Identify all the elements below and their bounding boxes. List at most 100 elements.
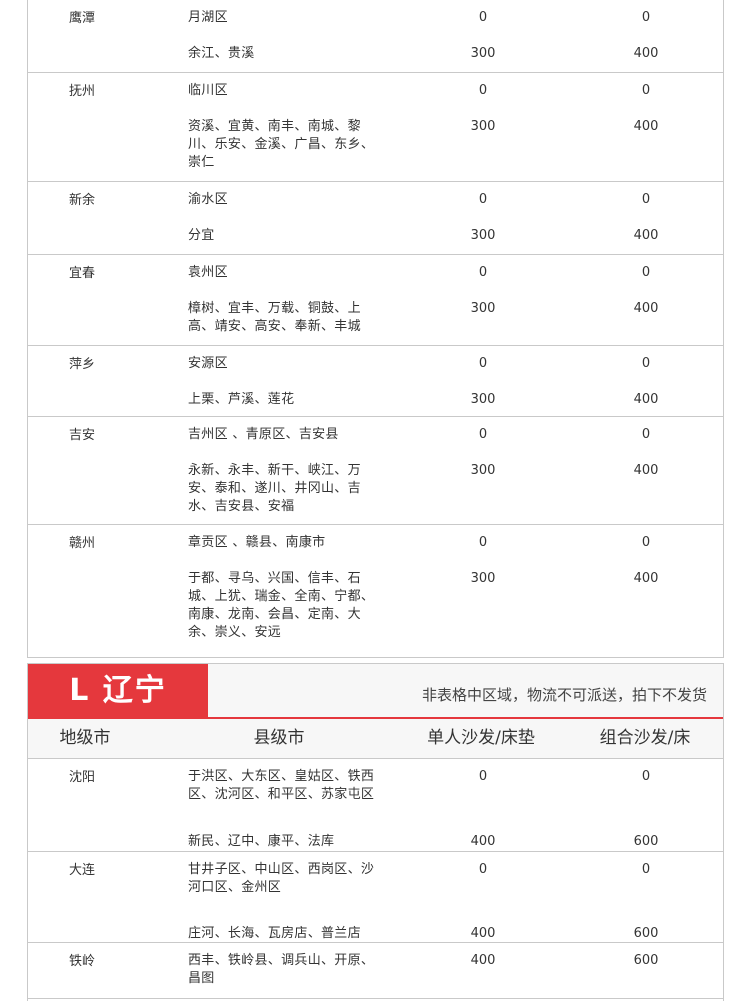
- county-list: 资溪、宜黄、南丰、南城、黎川、乐安、金溪、广昌、东乡、崇仁: [188, 119, 375, 170]
- combo-sofa-fee: 0: [641, 10, 651, 25]
- city-name: 铁岭: [69, 954, 96, 969]
- city-group: 铁岭 西丰、铁岭县、调兵山、开原、昌图 400 600: [28, 942, 723, 998]
- header-single-sofa: 单人沙发/床垫: [427, 728, 535, 748]
- single-sofa-fee: 400: [470, 953, 496, 968]
- city-group: 赣州 章贡区 、赣县、南康市 0 0 于都、寻乌、兴国、信丰、石城、上犹、瑞金、全南、宁…: [28, 524, 723, 657]
- combo-sofa-fee: 0: [641, 265, 651, 280]
- combo-sofa-fee: 0: [641, 862, 651, 877]
- city-name: 吉安: [69, 428, 96, 443]
- city-name: 沈阳: [69, 770, 96, 785]
- table-row: 渝水区 0 0: [28, 182, 723, 218]
- county-list: 庄河、长海、瓦房店、普兰店: [188, 926, 361, 941]
- county-list: 章贡区 、赣县、南康市: [188, 535, 326, 550]
- city-group: [28, 998, 723, 1008]
- city-group: 吉安 吉州区 、青原区、吉安县 0 0 永新、永丰、新干、峡江、万安、泰和、遂川、井冈山…: [28, 416, 723, 524]
- table-row: 吉州区 、青原区、吉安县 0 0: [28, 417, 723, 453]
- header-combo-sofa: 组合沙发/床: [599, 728, 691, 748]
- table-row: 西丰、铁岭县、调兵山、开原、昌图 400 600: [28, 943, 723, 998]
- city-group: 宜春 袁州区 0 0 樟树、宜丰、万载、铜鼓、上高、靖安、高安、奉新、丰城 300 400: [28, 254, 723, 345]
- table-row: 于都、寻乌、兴国、信丰、石城、上犹、瑞金、全南、宁都、南康、龙南、会昌、定南、大…: [28, 561, 723, 657]
- combo-sofa-fee: 0: [641, 535, 651, 550]
- city-group: 沈阳 于洪区、大东区、皇姑区、铁西区、沈河区、和平区、苏家屯区 0 0 新民、辽中、康平…: [28, 758, 723, 851]
- combo-sofa-fee: 600: [633, 834, 659, 849]
- table-row: 临川区 0 0: [28, 73, 723, 109]
- liaoning-shipping-table: L 辽宁 非表格中区域，物流不可派送，拍下不发货 地级市 县级市 单人沙发/床垫…: [27, 663, 724, 1001]
- county-list: 西丰、铁岭县、调兵山、开原、昌图: [188, 953, 375, 986]
- single-sofa-fee: 0: [478, 265, 488, 280]
- city-group: 萍乡 安源区 0 0 上栗、芦溪、莲花 300 400: [28, 345, 723, 416]
- header-prefecture: 地级市: [59, 728, 111, 748]
- combo-sofa-fee: 400: [633, 463, 659, 478]
- single-sofa-fee: 300: [470, 119, 496, 134]
- single-sofa-fee: 300: [470, 392, 496, 407]
- table-row: 袁州区 0 0: [28, 255, 723, 291]
- jiangxi-shipping-table: 鹰潭 月湖区 0 0 余江、贵溪 300 400 抚州 临川区 0 0 资溪、宜黄、南丰、南城、黎川、…: [27, 0, 724, 658]
- combo-sofa-fee: 0: [641, 356, 651, 371]
- city-group: 鹰潭 月湖区 0 0 余江、贵溪 300 400: [28, 0, 723, 72]
- combo-sofa-fee: 600: [633, 926, 659, 941]
- combo-sofa-fee: 400: [633, 46, 659, 61]
- table-row: 庄河、长海、瓦房店、普兰店 400 600: [28, 916, 723, 942]
- table-row: 安源区 0 0: [28, 346, 723, 382]
- table-row: 月湖区 0 0: [28, 0, 723, 36]
- delivery-note: 非表格中区域，物流不可派送，拍下不发货: [421, 686, 707, 704]
- county-list: 吉州区 、青原区、吉安县: [188, 427, 339, 442]
- single-sofa-fee: 300: [470, 463, 496, 478]
- county-list: 袁州区: [188, 265, 228, 280]
- county-list: 余江、贵溪: [188, 46, 255, 61]
- combo-sofa-fee: 400: [633, 119, 659, 134]
- county-list: 新民、辽中、康平、法库: [188, 834, 335, 849]
- table-row: 章贡区 、赣县、南康市 0 0: [28, 525, 723, 561]
- county-list: 月湖区: [188, 10, 228, 25]
- city-group: 抚州 临川区 0 0 资溪、宜黄、南丰、南城、黎川、乐安、金溪、广昌、东乡、崇仁 300 4…: [28, 72, 723, 181]
- single-sofa-fee: 0: [478, 356, 488, 371]
- table-row: 于洪区、大东区、皇姑区、铁西区、沈河区、和平区、苏家屯区 0 0: [28, 759, 723, 824]
- table-row: 上栗、芦溪、莲花 300 400: [28, 382, 723, 416]
- county-list: 于都、寻乌、兴国、信丰、石城、上犹、瑞金、全南、宁都、南康、龙南、会昌、定南、大…: [188, 571, 375, 640]
- table-row: 资溪、宜黄、南丰、南城、黎川、乐安、金溪、广昌、东乡、崇仁 300 400: [28, 109, 723, 181]
- single-sofa-fee: 0: [478, 192, 488, 207]
- county-list: 安源区: [188, 356, 228, 371]
- city-name: 抚州: [69, 84, 96, 99]
- table-row: 樟树、宜丰、万载、铜鼓、上高、靖安、高安、奉新、丰城 300 400: [28, 291, 723, 345]
- county-list: 渝水区: [188, 192, 228, 207]
- table-row: 新民、辽中、康平、法库 400 600: [28, 824, 723, 851]
- city-name: 鹰潭: [69, 11, 96, 26]
- combo-sofa-fee: 0: [641, 427, 651, 442]
- single-sofa-fee: 400: [470, 926, 496, 941]
- county-list: 甘井子区、中山区、西岗区、沙河口区、金州区: [188, 862, 375, 895]
- single-sofa-fee: 400: [470, 834, 496, 849]
- column-header-row: 地级市 县级市 单人沙发/床垫 组合沙发/床: [28, 719, 723, 758]
- county-list: 上栗、芦溪、莲花: [188, 392, 295, 407]
- county-list: 樟树、宜丰、万载、铜鼓、上高、靖安、高安、奉新、丰城: [188, 301, 361, 334]
- county-list: 分宜: [188, 228, 215, 243]
- city-name: 萍乡: [69, 357, 96, 372]
- county-list: 临川区: [188, 83, 228, 98]
- city-name: 新余: [69, 193, 96, 208]
- city-name: 宜春: [69, 266, 96, 281]
- table-row: 分宜 300 400: [28, 218, 723, 254]
- city-group: 大连 甘井子区、中山区、西岗区、沙河口区、金州区 0 0 庄河、长海、瓦房店、普兰店 40…: [28, 851, 723, 942]
- table-row: 余江、贵溪 300 400: [28, 36, 723, 72]
- table-row: 永新、永丰、新干、峡江、万安、泰和、遂川、井冈山、吉水、吉安县、安福 300 400: [28, 453, 723, 524]
- single-sofa-fee: 0: [478, 535, 488, 550]
- combo-sofa-fee: 600: [633, 953, 659, 968]
- single-sofa-fee: 300: [470, 301, 496, 316]
- single-sofa-fee: 0: [478, 769, 488, 784]
- combo-sofa-fee: 0: [641, 83, 651, 98]
- single-sofa-fee: 0: [478, 10, 488, 25]
- city-group: 新余 渝水区 0 0 分宜 300 400: [28, 181, 723, 254]
- combo-sofa-fee: 400: [633, 228, 659, 243]
- single-sofa-fee: 0: [478, 83, 488, 98]
- city-name: 赣州: [69, 536, 96, 551]
- single-sofa-fee: 300: [470, 571, 496, 586]
- single-sofa-fee: 0: [478, 427, 488, 442]
- combo-sofa-fee: 0: [641, 192, 651, 207]
- county-list: 于洪区、大东区、皇姑区、铁西区、沈河区、和平区、苏家屯区: [188, 769, 375, 802]
- combo-sofa-fee: 400: [633, 571, 659, 586]
- table-row: 甘井子区、中山区、西岗区、沙河口区、金州区 0 0: [28, 852, 723, 916]
- header-county: 县级市: [253, 728, 305, 748]
- combo-sofa-fee: 0: [641, 769, 651, 784]
- single-sofa-fee: 0: [478, 862, 488, 877]
- province-header: L 辽宁 非表格中区域，物流不可派送，拍下不发货: [28, 664, 723, 719]
